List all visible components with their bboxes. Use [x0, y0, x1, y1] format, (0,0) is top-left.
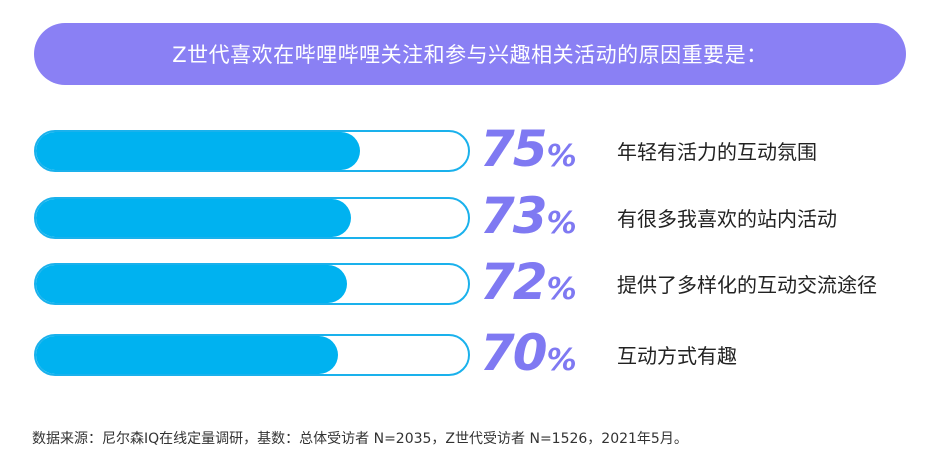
bar-fill	[36, 132, 360, 170]
category-label: 年轻有活力的互动氛围	[617, 140, 817, 164]
bar-track	[34, 263, 470, 305]
bar-fill	[36, 199, 352, 237]
bar-row: 72% 提供了多样化的互动交流途径	[0, 253, 952, 311]
value-label: 73%	[480, 187, 577, 245]
bar-row: 73% 有很多我喜欢的站内活动	[0, 187, 952, 245]
bar-row: 75% 年轻有活力的互动氛围	[0, 120, 952, 178]
percent-sign: %	[546, 343, 577, 378]
value-number: 75	[480, 120, 548, 178]
source-note: 数据来源：尼尔森IQ在线定量调研，基数：总体受访者 N=2035，Z世代受访者 …	[32, 431, 688, 447]
value-label: 75%	[480, 120, 577, 178]
value-number: 70	[480, 324, 548, 382]
chart-title: Z世代喜欢在哔哩哔哩关注和参与兴趣相关活动的原因重要是：	[172, 43, 768, 67]
bar-fill	[36, 336, 339, 374]
bar-track	[34, 130, 470, 172]
bar-row: 70% 互动方式有趣	[0, 324, 952, 382]
percent-sign: %	[546, 206, 577, 241]
bar-fill	[36, 265, 348, 303]
value-label: 70%	[480, 324, 577, 382]
category-label: 有很多我喜欢的站内活动	[617, 207, 837, 231]
value-number: 73	[480, 187, 548, 245]
bar-track	[34, 197, 470, 239]
category-label: 提供了多样化的互动交流途径	[617, 273, 877, 297]
value-label: 72%	[480, 253, 577, 311]
bar-track	[34, 334, 470, 376]
value-number: 72	[480, 253, 548, 311]
title-banner: Z世代喜欢在哔哩哔哩关注和参与兴趣相关活动的原因重要是：	[34, 23, 906, 85]
percent-sign: %	[546, 139, 577, 174]
category-label: 互动方式有趣	[617, 344, 737, 368]
percent-sign: %	[546, 272, 577, 307]
